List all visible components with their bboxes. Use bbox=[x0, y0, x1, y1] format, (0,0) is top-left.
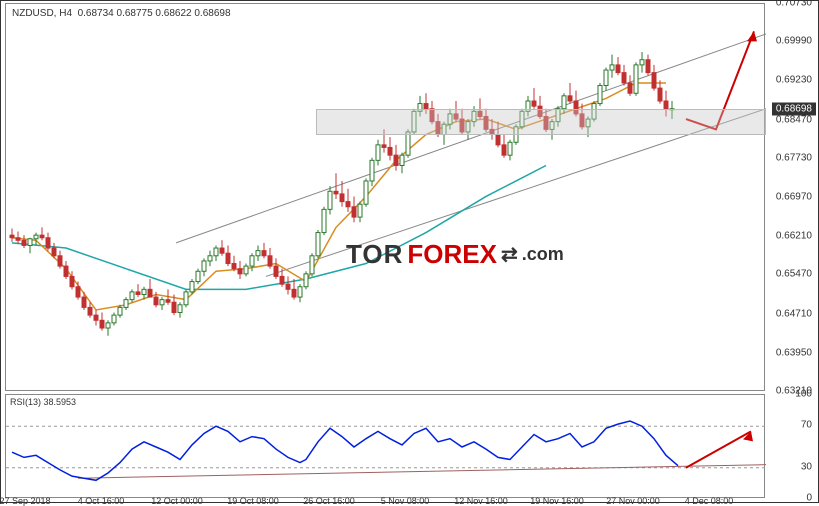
ylabel: 0.67730 bbox=[776, 152, 812, 163]
xlabel: 26 Oct 16:00 bbox=[303, 496, 355, 506]
rsi-title: RSI(13) 38.5953 bbox=[10, 397, 76, 407]
rsi-chart-svg bbox=[6, 395, 766, 499]
xlabel: 5 Nov 08:00 bbox=[381, 496, 430, 506]
ylabel: 0.68470 bbox=[776, 114, 812, 125]
ylabel: 0.69230 bbox=[776, 75, 812, 86]
rsi-ylabel: 70 bbox=[801, 420, 812, 431]
price-y-axis: 0.632100.639500.647100.654700.662100.669… bbox=[766, 3, 816, 391]
ylabel: 0.66970 bbox=[776, 192, 812, 203]
rsi-ylabel: 0 bbox=[806, 493, 812, 504]
price-chart-svg bbox=[6, 4, 766, 392]
xlabel: 27 Nov 00:00 bbox=[606, 496, 660, 506]
ylabel: 0.66210 bbox=[776, 231, 812, 242]
ylabel: 0.69990 bbox=[776, 36, 812, 47]
ylabel: 0.70730 bbox=[776, 0, 812, 9]
price-chart[interactable]: NZDUSD, H4 0.68734 0.68775 0.68622 0.686… bbox=[5, 3, 765, 391]
rsi-chart[interactable]: RSI(13) 38.5953 bbox=[5, 394, 765, 498]
xlabel: 4 Dec 08:00 bbox=[685, 496, 734, 506]
ylabel: 0.65470 bbox=[776, 269, 812, 280]
xlabel: 19 Oct 08:00 bbox=[227, 496, 279, 506]
xlabel: 19 Nov 16:00 bbox=[530, 496, 584, 506]
rsi-y-axis: 03070100 bbox=[766, 394, 816, 498]
ylabel: 0.63950 bbox=[776, 347, 812, 358]
support-zone bbox=[316, 109, 766, 135]
xlabel: 12 Oct 00:00 bbox=[151, 496, 203, 506]
rsi-ylabel: 30 bbox=[801, 461, 812, 472]
time-x-axis: 27 Sep 20184 Oct 16:0012 Oct 00:0019 Oct… bbox=[5, 488, 765, 504]
ylabel: 0.64710 bbox=[776, 308, 812, 319]
xlabel: 27 Sep 2018 bbox=[0, 496, 51, 506]
xlabel: 4 Oct 16:00 bbox=[78, 496, 125, 506]
rsi-ylabel: 100 bbox=[795, 389, 812, 400]
xlabel: 12 Nov 16:00 bbox=[454, 496, 508, 506]
